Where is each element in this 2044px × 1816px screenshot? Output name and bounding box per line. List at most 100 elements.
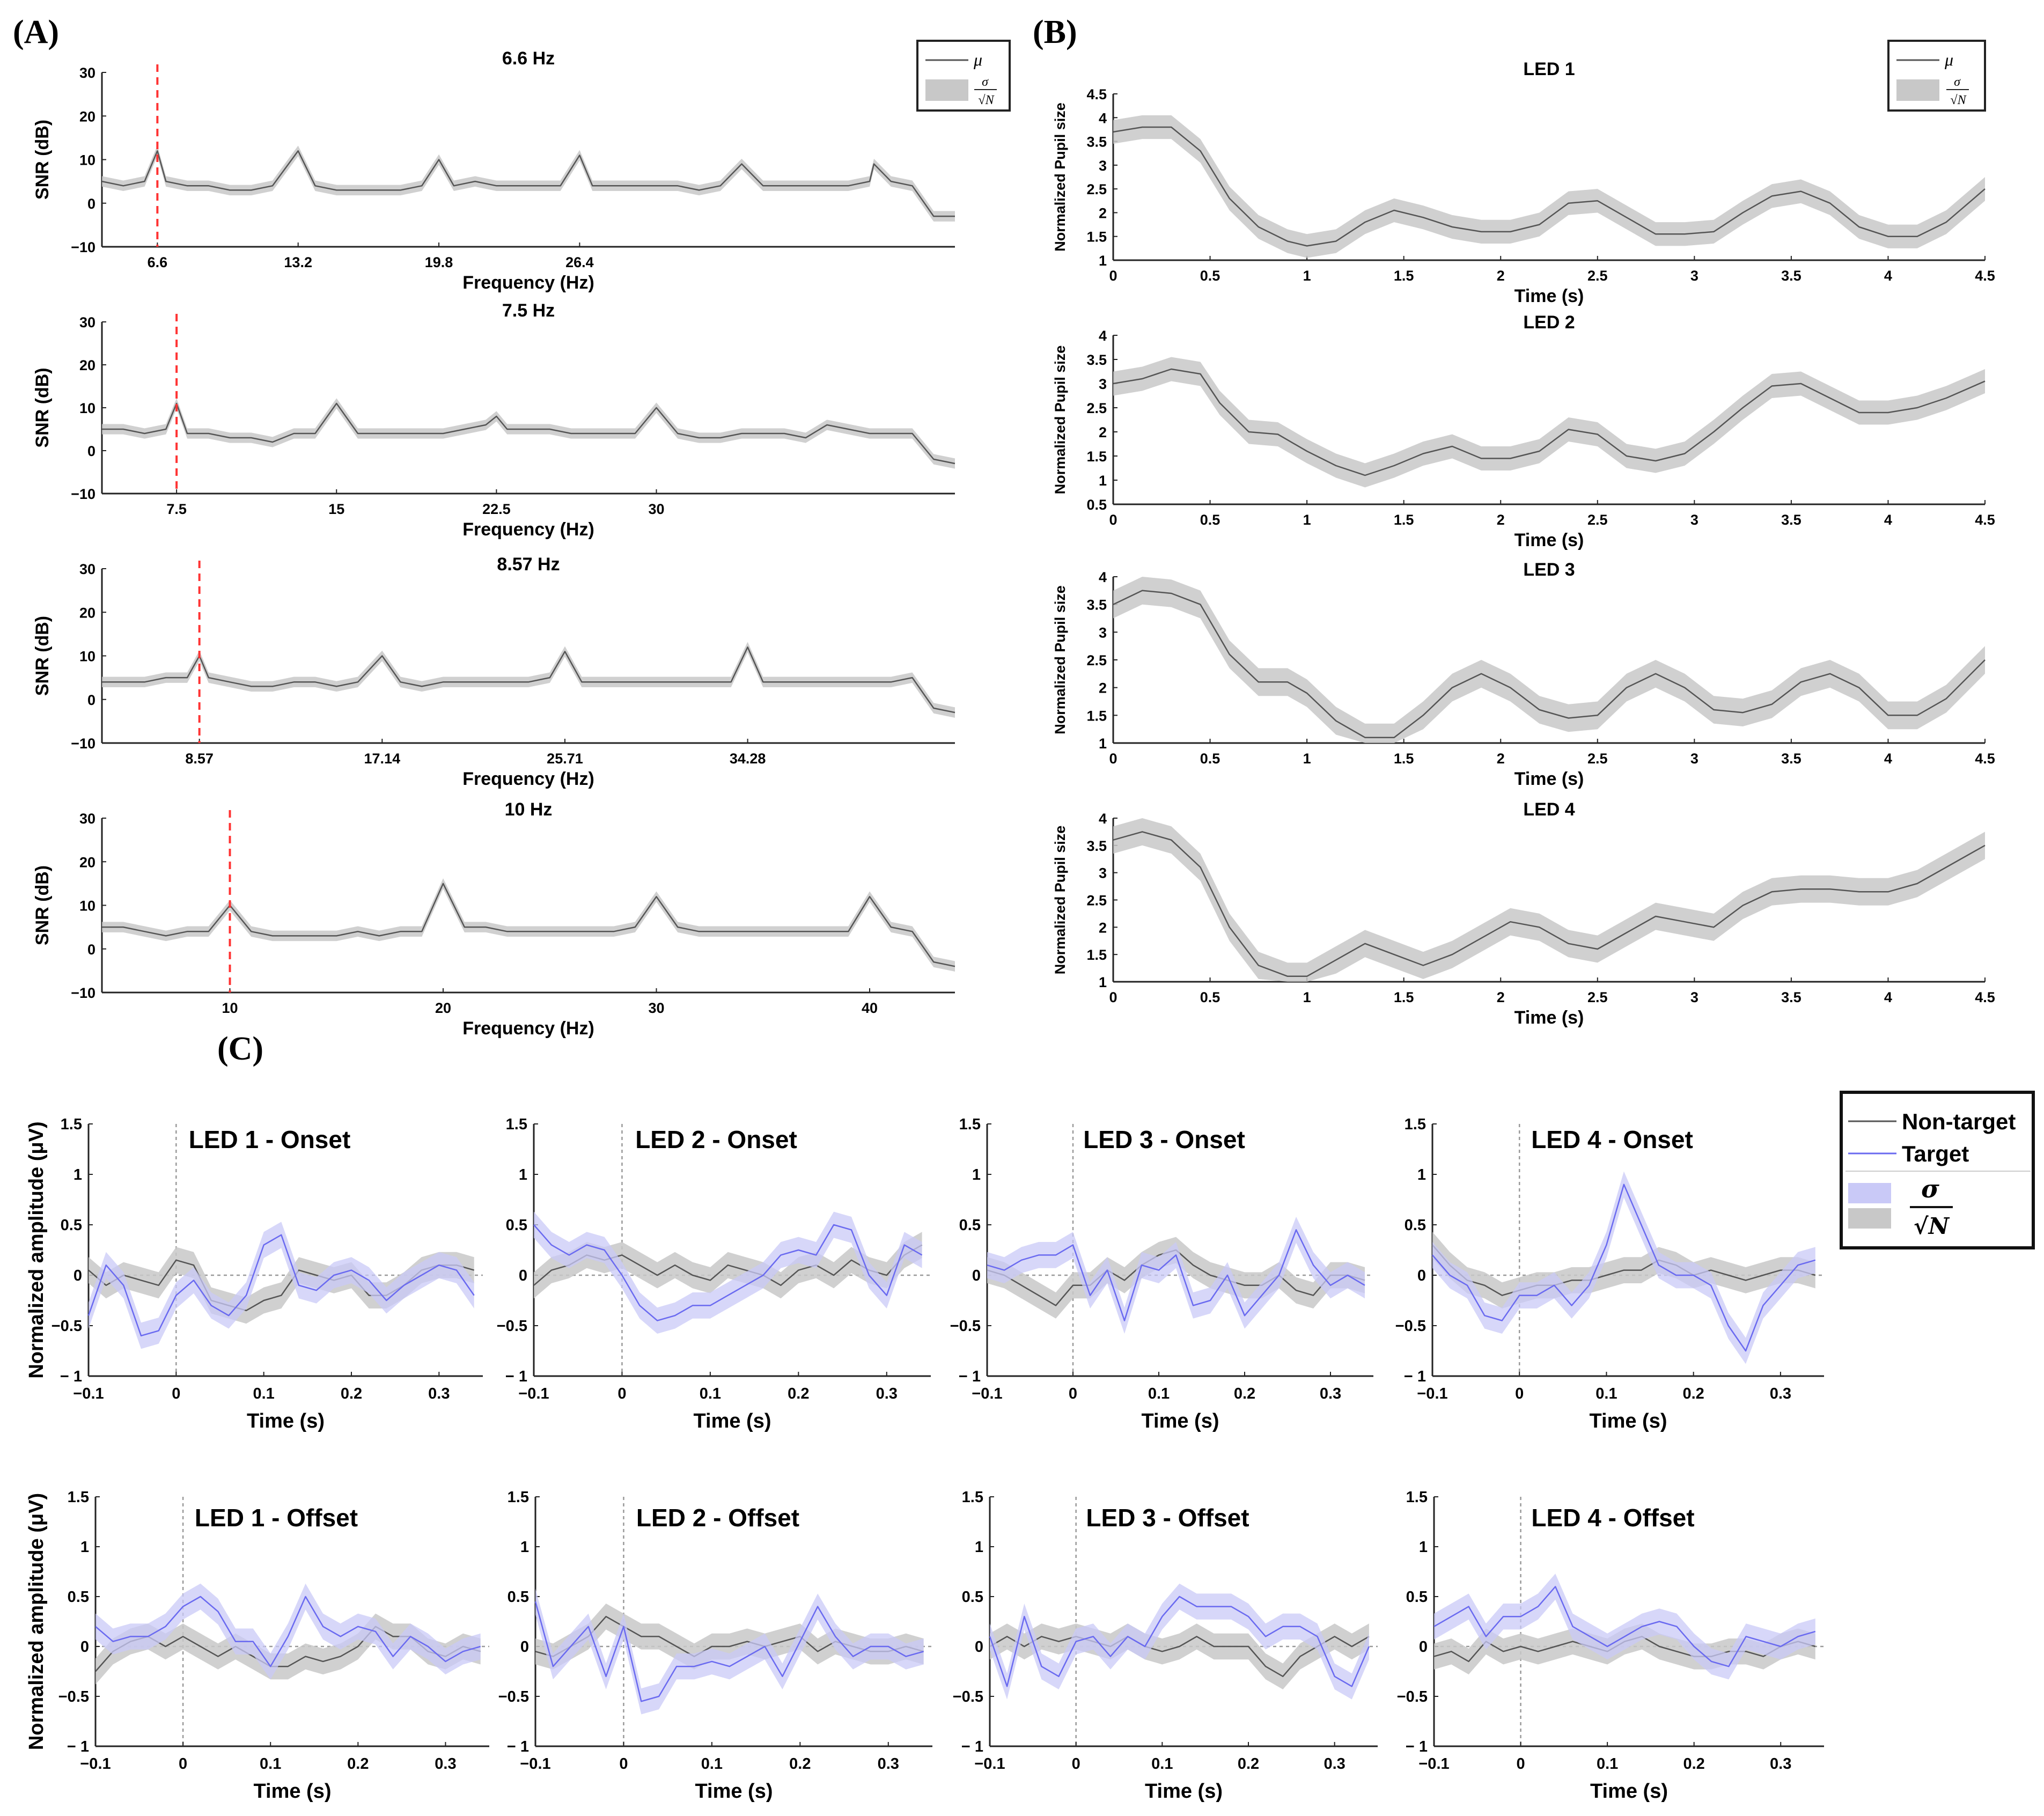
series-line-target bbox=[989, 1596, 1370, 1687]
y-tick-label: 1.5 bbox=[1086, 947, 1107, 963]
y-tick-label: 2 bbox=[1099, 424, 1107, 440]
legend-a-sem-num: σ bbox=[982, 75, 989, 89]
x-tick-label: 34.28 bbox=[730, 751, 766, 767]
chart-c6: − 1 −0.5 0 0.5 1 1.5 −0.1 0 0.1 0.2 0.3 Time (s) LED… bbox=[498, 1489, 932, 1803]
x-tick-label: −0.1 bbox=[80, 1755, 111, 1773]
y-tick-label: 2.5 bbox=[1086, 652, 1107, 668]
chart-title: LED 2 bbox=[1523, 312, 1575, 333]
y-axis-label: Normalized amplitude (μV) bbox=[25, 1493, 48, 1750]
y-tick-label: −0.5 bbox=[1397, 1688, 1428, 1705]
y-tick-label: 1.5 bbox=[1086, 449, 1107, 465]
x-tick-label: 2.5 bbox=[1587, 989, 1608, 1005]
x-tick-label: 30 bbox=[648, 501, 664, 517]
y-tick-label: 1 bbox=[519, 1166, 527, 1183]
x-tick-label: 2 bbox=[1497, 751, 1505, 767]
sem-band-target bbox=[534, 1211, 922, 1334]
x-tick-label: −0.1 bbox=[1417, 1385, 1447, 1402]
panel-label-a: (A) bbox=[13, 14, 59, 50]
x-tick-label: 0.5 bbox=[1200, 751, 1220, 767]
x-tick-label: 25.71 bbox=[547, 751, 583, 767]
sem-band-target bbox=[1432, 1171, 1815, 1364]
legend-b-sem-num: σ bbox=[1954, 75, 1961, 89]
x-axis-label: Frequency (Hz) bbox=[462, 273, 594, 293]
x-tick-label: 4 bbox=[1884, 989, 1892, 1005]
chart-a2: −10 0 10 20 30 7.5 15 22.5 30 Frequency (Hz) SNR (… bbox=[32, 300, 955, 540]
y-tick-label: − 1 bbox=[507, 1738, 529, 1755]
y-tick-label: 1 bbox=[972, 1166, 981, 1183]
y-tick-label: 1 bbox=[1099, 974, 1107, 990]
y-tick-label: 10 bbox=[79, 898, 95, 914]
x-tick-label: 0 bbox=[1109, 268, 1117, 284]
sem-band-target bbox=[990, 1583, 1369, 1700]
x-tick-label: 0.2 bbox=[1238, 1755, 1259, 1773]
y-tick-label: 0 bbox=[520, 1638, 529, 1656]
y-tick-label: 4 bbox=[1099, 328, 1107, 344]
y-tick-label: 1.5 bbox=[68, 1489, 89, 1506]
series-line-target bbox=[1433, 1586, 1816, 1667]
x-tick-label: 0 bbox=[1516, 1755, 1525, 1773]
x-tick-label: 0.2 bbox=[341, 1385, 362, 1402]
x-tick-label: 4 bbox=[1884, 751, 1892, 767]
y-tick-label: 3.5 bbox=[1086, 134, 1107, 150]
chart-b3: 1 1.5 2 2.5 3 3.5 4 0 0.5 1 1.5 2 2.5 3 3.5 4 4.5 Time (s… bbox=[1052, 560, 1995, 789]
legend-a-sem-swatch bbox=[925, 79, 968, 101]
legend-c: Non-target Target σ √N bbox=[1840, 1091, 2035, 1249]
x-tick-label: 1.5 bbox=[1394, 512, 1414, 528]
legend-b-sem-den: √N bbox=[1950, 93, 1967, 107]
y-tick-label: 1.5 bbox=[506, 1116, 527, 1133]
chart-c7: − 1 −0.5 0 0.5 1 1.5 −0.1 0 0.1 0.2 0.3 Time (s) LED… bbox=[953, 1489, 1378, 1803]
x-tick-label: 6.6 bbox=[148, 254, 168, 270]
y-tick-label: 4 bbox=[1099, 110, 1107, 126]
y-tick-label: 20 bbox=[79, 854, 95, 870]
plot-area bbox=[1432, 1124, 1824, 1376]
x-tick-label: 2 bbox=[1497, 989, 1505, 1005]
x-tick-label: 1.5 bbox=[1394, 989, 1414, 1005]
y-tick-label: 0 bbox=[1419, 1638, 1428, 1656]
plot-area bbox=[102, 818, 955, 992]
sem-band-target bbox=[95, 1583, 481, 1680]
y-tick-label: − 1 bbox=[505, 1368, 527, 1385]
x-tick-label: 0.1 bbox=[260, 1755, 281, 1773]
chart-title: LED 4 - Offset bbox=[1531, 1504, 1694, 1532]
panel-label-b: (B) bbox=[1033, 14, 1077, 50]
y-tick-label: 30 bbox=[79, 561, 95, 577]
plot-area bbox=[1113, 94, 1985, 260]
chart-title: 8.57 Hz bbox=[497, 554, 560, 575]
x-axis-label: Time (s) bbox=[693, 1410, 771, 1432]
x-tick-label: 2 bbox=[1497, 268, 1505, 284]
y-tick-label: −10 bbox=[71, 486, 95, 502]
series-line-mean bbox=[1113, 831, 1986, 977]
y-tick-label: − 1 bbox=[67, 1738, 89, 1755]
sem-band-target bbox=[1434, 1574, 1815, 1680]
x-tick-label: 40 bbox=[862, 1000, 878, 1016]
x-tick-label: 3.5 bbox=[1781, 512, 1802, 528]
series-line-mean bbox=[102, 402, 955, 465]
plot-area bbox=[102, 72, 955, 247]
y-tick-label: − 1 bbox=[1406, 1738, 1428, 1755]
y-tick-label: 30 bbox=[79, 314, 95, 330]
chart-c8: − 1 −0.5 0 0.5 1 1.5 −0.1 0 0.1 0.2 0.3 Time (s) LED… bbox=[1397, 1489, 1824, 1803]
x-tick-label: 0.1 bbox=[701, 1755, 723, 1773]
x-tick-label: −0.1 bbox=[1418, 1755, 1449, 1773]
y-tick-label: 4 bbox=[1099, 569, 1107, 585]
y-tick-label: 20 bbox=[79, 605, 95, 621]
x-axis-label: Time (s) bbox=[1514, 1008, 1584, 1028]
x-tick-label: 30 bbox=[648, 1000, 664, 1016]
x-tick-label: 4.5 bbox=[1975, 989, 1995, 1005]
y-axis-label: Normalized amplitude (μV) bbox=[25, 1121, 48, 1378]
y-tick-label: 30 bbox=[79, 811, 95, 827]
x-tick-label: 0.5 bbox=[1200, 512, 1220, 528]
x-tick-label: 1.5 bbox=[1394, 751, 1414, 767]
y-tick-label: 1 bbox=[520, 1539, 529, 1556]
x-tick-label: 0.3 bbox=[428, 1385, 450, 1402]
y-tick-label: −0.5 bbox=[498, 1688, 529, 1705]
y-tick-label: 3.5 bbox=[1086, 597, 1107, 613]
x-tick-label: 19.8 bbox=[425, 254, 453, 270]
x-tick-label: 0.1 bbox=[1596, 1385, 1617, 1402]
x-tick-label: 22.5 bbox=[482, 501, 511, 517]
x-tick-label: 0.3 bbox=[1770, 1385, 1791, 1402]
chart-a4: −10 0 10 20 30 10 20 30 40 Frequency (Hz) SNR (dB)… bbox=[32, 799, 955, 1039]
chart-b1: 1 1.5 2 2.5 3 3.5 4 4.5 0 0.5 1 1.5 2 2.5 3 3.5 4 4.5 Time… bbox=[1052, 59, 1995, 306]
x-tick-label: 0 bbox=[619, 1755, 628, 1773]
x-tick-label: 0.2 bbox=[1683, 1755, 1705, 1773]
